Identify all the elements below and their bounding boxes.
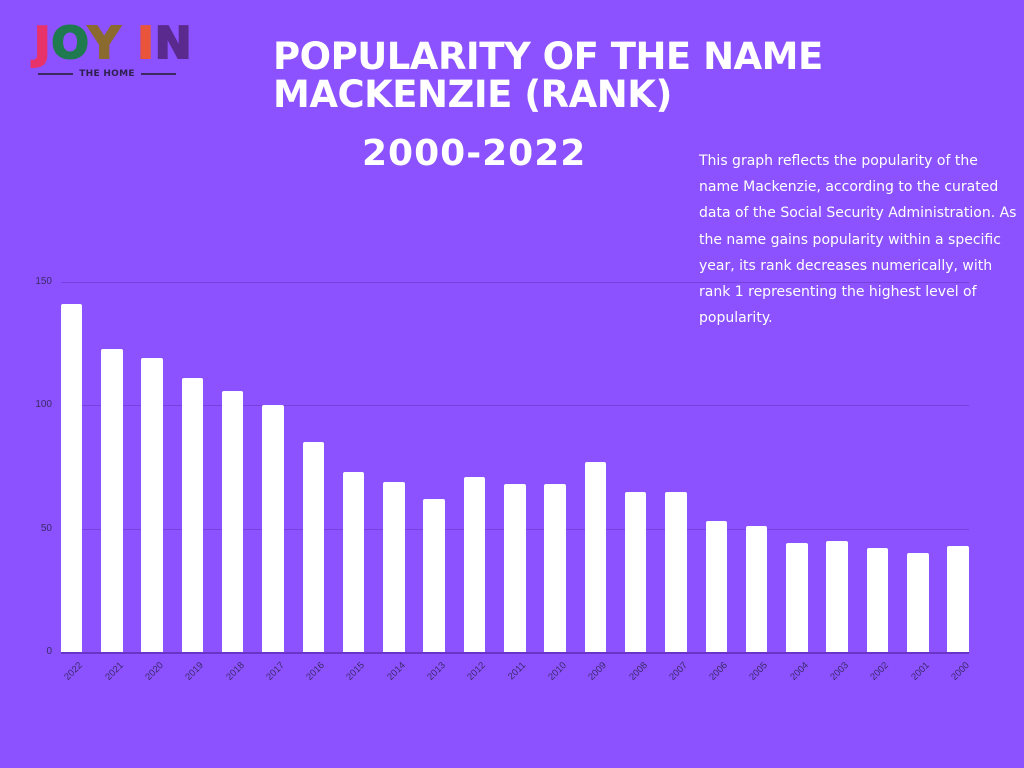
bar-2001 [907, 553, 929, 652]
logo-rule-right [140, 73, 177, 75]
x-tick-label: 2015 [344, 660, 368, 683]
x-tick-label: 2009 [586, 660, 610, 683]
bar-2020 [141, 358, 163, 652]
x-tick-label: 2007 [667, 660, 690, 683]
bar-2011 [504, 484, 526, 652]
x-tick-label: 2013 [425, 660, 448, 683]
x-tick-label: 2005 [747, 660, 771, 683]
logo-rule-left [38, 73, 74, 75]
x-tick-label: 2017 [264, 660, 287, 683]
joy-in-the-home-logo: JOY IN THE HOME [33, 19, 193, 82]
logo-letter: O [50, 18, 89, 69]
title-line-2: MACKENZIE (RANK) [273, 73, 672, 116]
bar-2017 [262, 405, 284, 652]
bar-2004 [786, 543, 808, 652]
x-tick-label: 2001 [908, 660, 932, 683]
bar-2005 [745, 526, 768, 652]
bar-2016 [302, 442, 325, 652]
bar-2014 [383, 481, 405, 652]
y-tick-label: 0 [46, 646, 52, 657]
x-tick-label: 2016 [304, 660, 328, 683]
bar-2002 [866, 548, 889, 652]
x-tick-label: 2011 [506, 660, 529, 683]
logo-letter: Y [87, 18, 122, 69]
x-tick-label: 2022 [62, 660, 86, 683]
bar-2013 [423, 499, 445, 652]
x-tick-label: 2003 [828, 660, 851, 683]
chart-description: This graph reflects the popularity of th… [699, 153, 1017, 327]
x-tick-label: 2004 [787, 660, 811, 683]
logo-letter: N [154, 18, 193, 69]
logo-tagline: THE HOME [38, 69, 177, 79]
x-tick-label: 2014 [384, 660, 408, 683]
gridline [61, 282, 969, 283]
y-tick-label: 150 [35, 276, 52, 287]
x-tick-label: 2006 [707, 660, 731, 683]
x-tick-label: 2012 [465, 660, 489, 683]
bar-2000 [947, 545, 969, 652]
title-line-1: POPULARITY OF THE NAME [273, 35, 823, 78]
bar-2009 [584, 462, 607, 652]
bar-2015 [342, 471, 365, 652]
logo-letter: I [136, 18, 155, 69]
bar-2012 [463, 476, 486, 652]
x-tick-label: 2018 [223, 660, 247, 683]
x-tick-label: 2008 [626, 660, 650, 683]
bar-2021 [101, 348, 123, 652]
x-tick-label: 2021 [102, 660, 126, 683]
x-axis-line [61, 652, 969, 654]
x-tick-label: 2000 [949, 660, 972, 683]
logo-subtitle: THE HOME [79, 69, 135, 79]
x-tick-label: 2002 [868, 660, 892, 683]
bar-2006 [705, 521, 728, 652]
bar-2010 [544, 484, 566, 652]
y-tick-label: 100 [35, 399, 52, 411]
logo-wordmark: JOY IN [33, 18, 193, 69]
chart-title: POPULARITY OF THE NAME MACKENZIE (RANK) [273, 38, 823, 114]
y-tick-label: 50 [40, 522, 52, 534]
bar-2018 [221, 390, 244, 652]
bar-2008 [624, 491, 647, 652]
gridline [61, 405, 969, 407]
x-tick-label: 2020 [143, 660, 166, 683]
logo-letter: J [33, 18, 52, 69]
x-tick-label: 2010 [546, 660, 569, 683]
x-tick-label: 2019 [183, 660, 207, 683]
bar-2019 [181, 378, 204, 652]
bar-2007 [665, 491, 687, 652]
chart-subtitle: 2000-2022 [362, 133, 587, 174]
bar-2022 [60, 304, 83, 652]
bar-2003 [826, 541, 848, 652]
